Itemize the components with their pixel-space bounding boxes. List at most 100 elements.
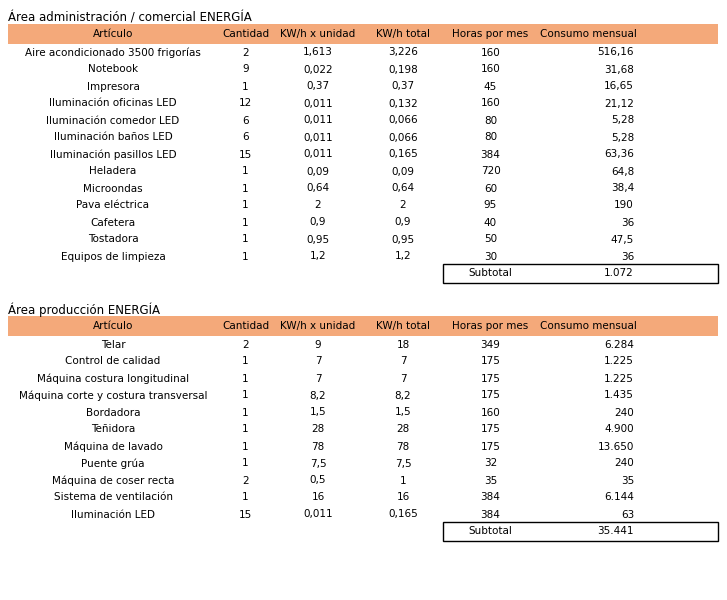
Bar: [443, 522, 718, 541]
Text: 1,5: 1,5: [395, 407, 411, 418]
Text: 64,8: 64,8: [611, 166, 634, 176]
Text: 31,68: 31,68: [604, 64, 634, 74]
Text: 6: 6: [242, 133, 249, 142]
Text: 720: 720: [481, 166, 500, 176]
Text: 45: 45: [484, 82, 497, 91]
Text: 35: 35: [621, 475, 634, 485]
Text: 63,36: 63,36: [604, 149, 634, 160]
Text: 78: 78: [396, 442, 409, 451]
Text: 1: 1: [400, 475, 406, 485]
Text: 16: 16: [311, 493, 325, 503]
Text: Teñidora: Teñidora: [91, 425, 135, 434]
Text: KW/h total: KW/h total: [376, 321, 430, 331]
Text: 240: 240: [614, 407, 634, 418]
Text: 15: 15: [239, 149, 252, 160]
Bar: [443, 264, 718, 283]
Text: Cantidad: Cantidad: [222, 321, 269, 331]
Text: 6.284: 6.284: [604, 340, 634, 349]
Text: Subtotal: Subtotal: [469, 269, 513, 278]
Text: 0,165: 0,165: [388, 149, 418, 160]
Text: 36: 36: [621, 217, 634, 227]
Text: 80: 80: [484, 115, 497, 125]
Text: 160: 160: [481, 98, 500, 109]
Text: 30: 30: [484, 251, 497, 262]
Text: 78: 78: [311, 442, 325, 451]
Text: 1: 1: [242, 391, 249, 401]
Text: Artículo: Artículo: [93, 29, 133, 39]
Text: Pava eléctrica: Pava eléctrica: [76, 200, 150, 211]
Text: Sistema de ventilación: Sistema de ventilación: [54, 493, 172, 503]
Text: 160: 160: [481, 407, 500, 418]
Text: 50: 50: [484, 235, 497, 245]
Text: Cantidad: Cantidad: [222, 29, 269, 39]
Text: 175: 175: [481, 391, 500, 401]
Text: 16,65: 16,65: [604, 82, 634, 91]
Text: 1: 1: [242, 200, 249, 211]
Text: Horas por mes: Horas por mes: [452, 321, 529, 331]
Text: 7: 7: [400, 373, 406, 383]
Text: 1,2: 1,2: [310, 251, 326, 262]
Text: 6: 6: [242, 115, 249, 125]
Text: 2: 2: [400, 200, 406, 211]
Text: 240: 240: [614, 458, 634, 469]
Text: 1: 1: [242, 82, 249, 91]
Text: 1: 1: [242, 235, 249, 245]
Text: 0,066: 0,066: [388, 133, 418, 142]
Text: 2: 2: [242, 475, 249, 485]
Text: 516,16: 516,16: [598, 47, 634, 58]
Text: 1.225: 1.225: [604, 373, 634, 383]
Text: 1.435: 1.435: [604, 391, 634, 401]
Text: Área administración / comercial ENERGÍA: Área administración / comercial ENERGÍA: [8, 11, 252, 24]
Text: 1: 1: [242, 425, 249, 434]
Text: KW/h x unidad: KW/h x unidad: [281, 29, 356, 39]
Text: Consumo mensual: Consumo mensual: [539, 29, 636, 39]
Text: Equipos de limpieza: Equipos de limpieza: [60, 251, 165, 262]
Text: 0,011: 0,011: [303, 98, 333, 109]
Text: 1: 1: [242, 493, 249, 503]
Text: 1: 1: [242, 356, 249, 367]
Text: 38,4: 38,4: [611, 184, 634, 193]
Text: Máquina de lavado: Máquina de lavado: [63, 441, 162, 452]
Text: 0,9: 0,9: [310, 217, 326, 227]
Text: 175: 175: [481, 356, 500, 367]
Text: 1,2: 1,2: [395, 251, 411, 262]
Text: 1.072: 1.072: [604, 269, 634, 278]
Text: 349: 349: [481, 340, 500, 349]
Text: Iluminación LED: Iluminación LED: [71, 509, 155, 520]
Text: 0,37: 0,37: [391, 82, 414, 91]
Text: 1.225: 1.225: [604, 356, 634, 367]
Text: Área producción ENERGÍA: Área producción ENERGÍA: [8, 302, 160, 317]
Text: 1: 1: [242, 458, 249, 469]
Text: 0,95: 0,95: [307, 235, 329, 245]
Text: 8,2: 8,2: [395, 391, 411, 401]
Text: 1: 1: [242, 166, 249, 176]
Text: 0,09: 0,09: [392, 166, 414, 176]
Text: Subtotal: Subtotal: [469, 527, 513, 536]
Text: 35.441: 35.441: [598, 527, 634, 536]
Text: Máquina costura longitudinal: Máquina costura longitudinal: [37, 373, 189, 384]
Text: 16: 16: [396, 493, 409, 503]
Text: 35: 35: [484, 475, 497, 485]
Text: 175: 175: [481, 425, 500, 434]
Text: 2: 2: [242, 340, 249, 349]
Text: 7,5: 7,5: [310, 458, 326, 469]
Text: 9: 9: [315, 340, 321, 349]
Text: 384: 384: [481, 149, 500, 160]
Text: 0,64: 0,64: [307, 184, 329, 193]
Text: Artículo: Artículo: [93, 321, 133, 331]
Text: 0,011: 0,011: [303, 133, 333, 142]
Text: 0,9: 0,9: [395, 217, 411, 227]
Text: 384: 384: [481, 509, 500, 520]
Text: 2: 2: [242, 47, 249, 58]
Text: 0,5: 0,5: [310, 475, 326, 485]
Text: 60: 60: [484, 184, 497, 193]
Text: 18: 18: [396, 340, 409, 349]
Text: 28: 28: [396, 425, 409, 434]
Text: Tostadora: Tostadora: [88, 235, 138, 245]
Text: 190: 190: [614, 200, 634, 211]
Text: 160: 160: [481, 47, 500, 58]
Text: 384: 384: [481, 493, 500, 503]
Text: Heladera: Heladera: [89, 166, 137, 176]
Text: 0,011: 0,011: [303, 115, 333, 125]
Text: 0,066: 0,066: [388, 115, 418, 125]
